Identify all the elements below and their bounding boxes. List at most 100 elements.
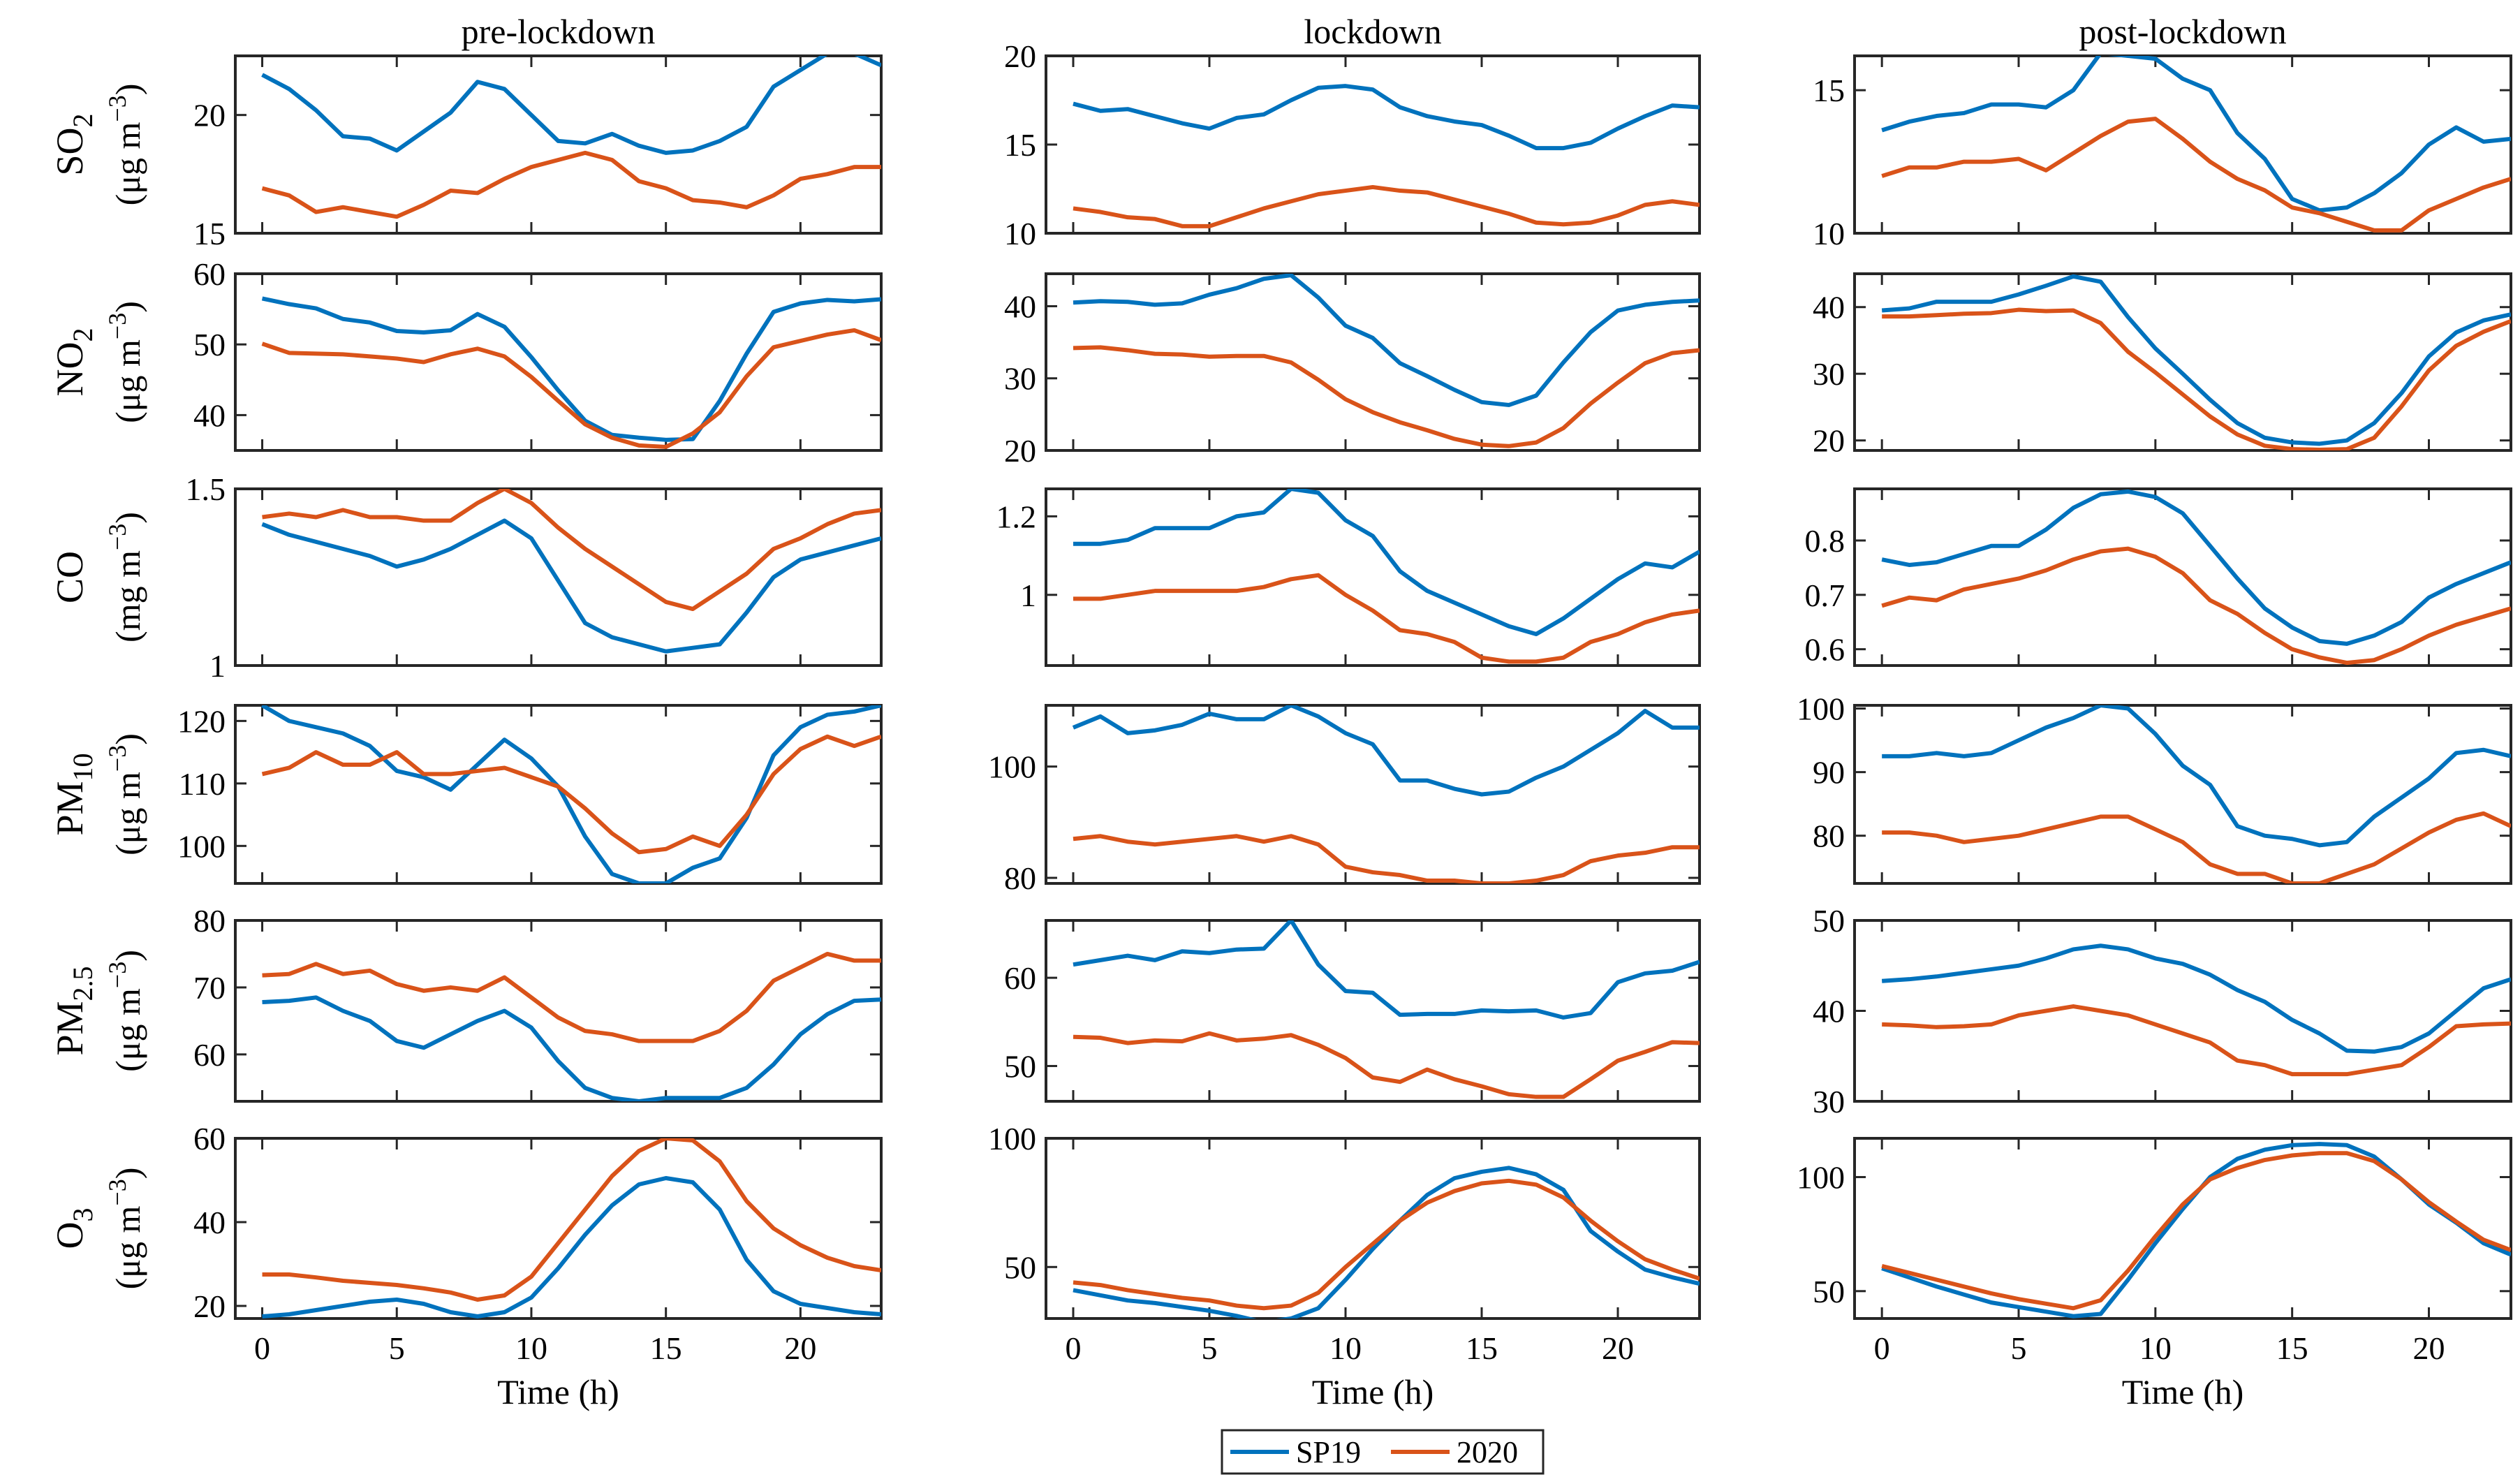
row-labels: SO2(μg m−3)NO2(μg m−3)CO (mg m−3)PM10(μg … (49, 84, 147, 1290)
y-tick-label: 20 (1004, 433, 1036, 469)
series-line-sp19 (1073, 274, 1700, 407)
y-tick-label: 1 (209, 648, 226, 684)
panels: 1520101520101540506020304020304011.511.2… (177, 38, 2512, 1411)
axes-box (1045, 704, 1701, 885)
series-line-2020 (1881, 546, 2511, 666)
column-title-lockdown: lockdown (1304, 12, 1441, 51)
panel-o3-lockdown: 50 100 0 5 10 15 20 Time (h) (988, 1121, 1701, 1411)
axes-box (234, 1137, 883, 1320)
row-label-co: CO (49, 551, 91, 603)
y-tick-label: 70 (193, 970, 226, 1006)
x-axis-label: Time (h) (497, 1372, 619, 1411)
svg-text:(μg m−3): (μg m−3) (103, 950, 147, 1072)
axes-box (1045, 272, 1701, 452)
y-tick-label: 90 (1813, 755, 1845, 791)
row-label-o3: O3 (49, 1208, 98, 1249)
series-line-2020 (1073, 184, 1700, 228)
y-tick-label: 100 (1797, 691, 1845, 727)
svg-text:PM2.5: PM2.5 (49, 966, 98, 1055)
y-tick-label: 50 (1004, 1048, 1036, 1084)
series-line-sp19 (1073, 1166, 1700, 1318)
series-line-2020 (262, 951, 881, 1043)
y-tick-label: 0.7 (1805, 578, 1845, 613)
y-tick-label: 20 (1813, 423, 1845, 459)
y-tick-label: 1 (1020, 578, 1036, 613)
y-tick-label: 40 (193, 397, 226, 433)
panel-no2-post-lockdown: 20 30 40 (1813, 272, 2512, 459)
y-tick-label: 1.5 (186, 471, 226, 507)
axes-box (234, 704, 883, 885)
svg-text:(μg m−3): (μg m−3) (103, 301, 147, 423)
axes-box (234, 54, 883, 235)
x-tick-label: 0 (1066, 1330, 1082, 1366)
series-line-sp19 (1073, 489, 1700, 637)
axes-box (234, 272, 883, 452)
row-label-so2: SO2 (49, 113, 98, 175)
y-tick-label: 100 (177, 828, 226, 864)
svg-text:(μg m−3): (μg m−3) (103, 733, 147, 855)
panel-pm2-5-lockdown: 50 60 (1004, 919, 1701, 1103)
legend-item-sp19: SP19 (1230, 1435, 1361, 1469)
series-line-sp19 (1881, 943, 2511, 1054)
series-line-sp19 (1073, 84, 1700, 151)
x-tick-label: 10 (2139, 1330, 2172, 1366)
y-tick-label: 80 (1004, 860, 1036, 896)
series-line-2020 (1882, 307, 2511, 450)
y-tick-label: 60 (193, 256, 226, 292)
y-tick-label: 40 (193, 1205, 226, 1240)
x-tick-label: 15 (1466, 1330, 1498, 1366)
series-line-2020 (1073, 834, 1700, 883)
y-tick-label: 40 (1813, 994, 1845, 1029)
x-axis-label: Time (h) (2122, 1372, 2244, 1411)
column-titles: pre-lockdown lockdown post-lockdown (462, 12, 2287, 51)
x-tick-label: 20 (784, 1330, 816, 1366)
series-line-2020 (1881, 1151, 2511, 1311)
legend: SP19 2020 (1221, 1429, 1545, 1475)
row-unit-co: (mg m−3) (103, 512, 147, 642)
x-tick-label: 5 (2011, 1330, 2027, 1366)
svg-text:(μg m−3): (μg m−3) (103, 84, 147, 206)
y-tick-label: 100 (988, 1121, 1036, 1156)
panel-so2-post-lockdown: 10 15 (1813, 54, 2512, 251)
panel-no2-lockdown: 20 30 40 (1004, 272, 1701, 469)
panel-no2-pre-lockdown: 40 50 60 (193, 256, 883, 452)
series-line-2020 (1073, 1178, 1700, 1311)
panel-so2-lockdown: 10 15 20 (1004, 38, 1701, 251)
y-tick-label: 50 (193, 327, 226, 362)
panel-pm2-5-post-lockdown: 30 40 50 (1813, 903, 2512, 1119)
row-unit-o3: (μg m−3) (103, 1168, 147, 1290)
y-tick-label: 40 (1004, 288, 1036, 324)
y-tick-label: 60 (1004, 960, 1036, 996)
svg-text:SO2: SO2 (49, 113, 98, 175)
axes-box (234, 919, 883, 1103)
axes-box (1045, 487, 1701, 667)
y-tick-label: 50 (1813, 1274, 1845, 1309)
row-label-pm10: PM10 (49, 753, 98, 835)
y-tick-label: 0.6 (1805, 632, 1845, 668)
row-unit-pm2-5: (μg m−3) (103, 950, 147, 1072)
row-label-no2: NO2 (49, 328, 98, 397)
x-tick-label: 20 (2413, 1330, 2445, 1366)
y-tick-label: 60 (193, 1121, 226, 1156)
y-tick-label: 40 (1813, 290, 1845, 325)
axes-box (1045, 919, 1701, 1103)
svg-text:PM10: PM10 (49, 753, 98, 835)
row-unit-so2: (μg m−3) (103, 84, 147, 206)
x-tick-label: 10 (515, 1330, 547, 1366)
x-tick-label: 15 (2276, 1330, 2308, 1366)
panel-pm10-lockdown: 80 100 (988, 704, 1701, 896)
x-tick-label: 15 (650, 1330, 682, 1366)
axes-box (1853, 54, 2512, 235)
y-tick-label: 80 (1813, 818, 1845, 854)
series-line-2020 (261, 734, 881, 855)
series-line-sp19 (1881, 274, 2511, 446)
legend-label: 2020 (1457, 1435, 1518, 1469)
axes-box (1853, 704, 2512, 885)
series-line-2020 (261, 150, 881, 219)
axes-box (234, 487, 883, 667)
panel-o3-post-lockdown: 50 100 0 5 10 15 20 Time (h) (1797, 1137, 2512, 1411)
y-tick-label: 60 (193, 1037, 226, 1073)
x-axis-label: Time (h) (1312, 1372, 1434, 1411)
y-tick-label: 30 (1004, 361, 1036, 397)
